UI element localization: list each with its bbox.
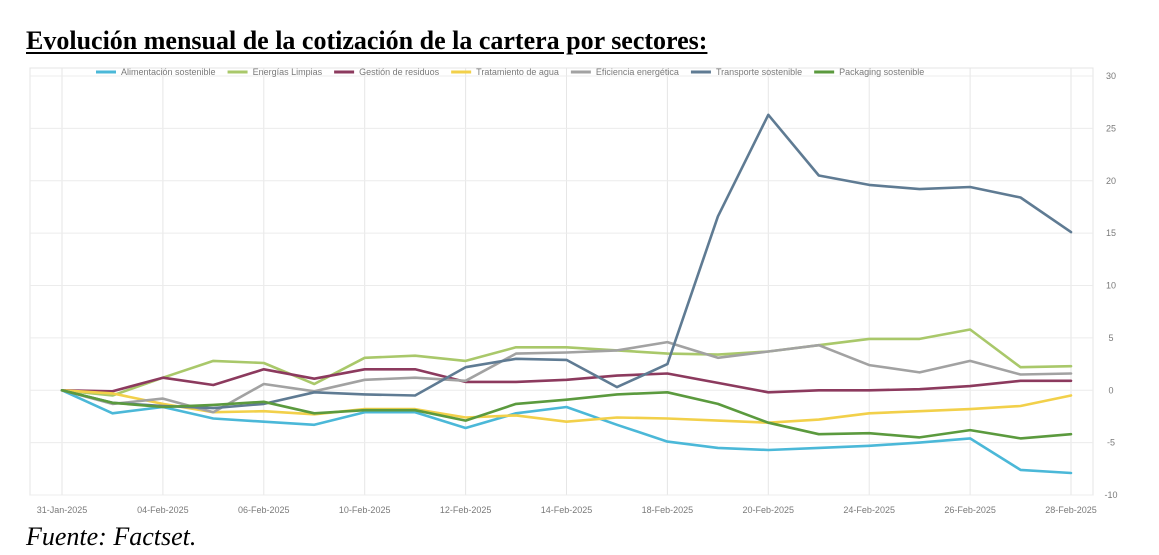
source-note: Fuente: Factset. bbox=[26, 522, 197, 551]
x-tick-label: 24-Feb-2025 bbox=[843, 505, 895, 515]
y-tick-label: 0 bbox=[1108, 385, 1113, 395]
x-tick-label: 12-Feb-2025 bbox=[440, 505, 492, 515]
x-tick-label: 04-Feb-2025 bbox=[137, 505, 189, 515]
legend: Alimentación sostenible Energías Limpias G… bbox=[96, 67, 924, 77]
x-tick-label: 28-Feb-2025 bbox=[1045, 505, 1097, 515]
legend-label: Packaging sostenible bbox=[839, 67, 924, 77]
y-tick-label: -10 bbox=[1104, 490, 1117, 500]
series-line-1 bbox=[60, 388, 1073, 475]
series-line-3 bbox=[60, 367, 1073, 394]
legend-label: Eficiencia energética bbox=[596, 67, 679, 77]
x-tick-label: 06-Feb-2025 bbox=[238, 505, 290, 515]
x-tick-label: 18-Feb-2025 bbox=[642, 505, 694, 515]
legend-label: Tratamiento de agua bbox=[476, 67, 559, 77]
y-tick-label: -5 bbox=[1107, 438, 1115, 448]
y-tick-label: 20 bbox=[1106, 176, 1116, 186]
x-tick-label: 20-Feb-2025 bbox=[743, 505, 795, 515]
series-line-2 bbox=[60, 328, 1073, 397]
series-line-7 bbox=[60, 388, 1073, 440]
legend-label: Gestión de residuos bbox=[359, 67, 440, 77]
series-line-4 bbox=[60, 388, 1073, 425]
grid bbox=[29, 67, 1094, 496]
legend-label: Transporte sostenible bbox=[716, 67, 802, 77]
y-tick-label: 15 bbox=[1106, 228, 1116, 238]
chart-title: Evolución mensual de la cotización de la… bbox=[26, 26, 708, 55]
x-tick-label: 14-Feb-2025 bbox=[541, 505, 593, 515]
x-tick-label: 26-Feb-2025 bbox=[944, 505, 996, 515]
y-tick-label: 25 bbox=[1106, 123, 1116, 133]
legend-label: Energías Limpias bbox=[253, 67, 323, 77]
series-line-6 bbox=[60, 113, 1073, 410]
x-tick-label: 10-Feb-2025 bbox=[339, 505, 391, 515]
x-tick-label: 31-Jan-2025 bbox=[37, 505, 88, 515]
series-lines bbox=[60, 113, 1073, 475]
axes: 31-Jan-2025 04-Feb-2025 06-Feb-2025 10-Feb-… bbox=[37, 71, 1118, 515]
y-tick-label: 30 bbox=[1106, 71, 1116, 81]
plot-area-border bbox=[29, 67, 1094, 496]
y-tick-label: 10 bbox=[1106, 281, 1116, 291]
y-tick-label: 5 bbox=[1108, 333, 1113, 343]
legend-label: Alimentación sostenible bbox=[121, 67, 216, 77]
